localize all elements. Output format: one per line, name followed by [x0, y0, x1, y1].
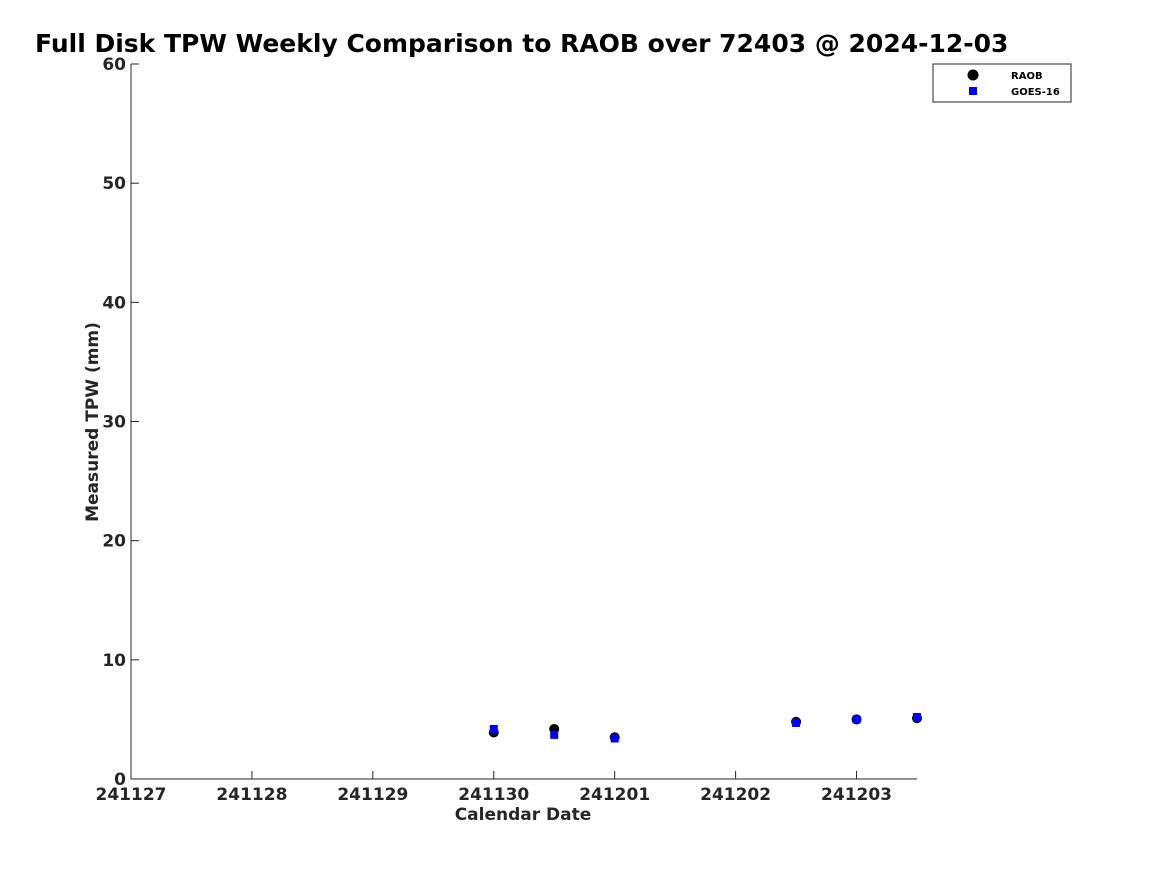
- y-ticks: 0 10 20 30 40 50 60: [102, 55, 139, 790]
- chart-title: Full Disk TPW Weekly Comparison to RAOB …: [35, 29, 1008, 58]
- legend-box: [932, 63, 1072, 103]
- y-tick-label: 10: [102, 651, 126, 671]
- x-tick-label: 241128: [216, 785, 287, 805]
- x-tick-label: 241201: [579, 785, 650, 805]
- y-tick-label: 30: [102, 413, 126, 433]
- x-ticks: 241127 241128 241129 241130 241201 241202 2412…: [96, 771, 892, 805]
- y-tick-label: 50: [102, 174, 126, 194]
- y-tick-label: 40: [102, 293, 126, 313]
- x-tick-label: 241129: [337, 785, 408, 805]
- point-goes16: [489, 724, 498, 733]
- y-tick-label: 20: [102, 532, 126, 552]
- legend-marker-raob: [967, 69, 979, 81]
- legend-marker-goes16: [969, 87, 977, 95]
- x-axis-label: Calendar Date: [455, 805, 592, 825]
- y-tick-label: 0: [114, 770, 126, 790]
- point-goes16: [610, 734, 619, 743]
- y-tick-label: 60: [102, 55, 126, 75]
- point-goes16: [550, 730, 559, 739]
- legend: RAOB GOES-16: [932, 63, 1072, 103]
- point-goes16: [852, 715, 861, 724]
- legend-label-raob: RAOB: [1011, 71, 1043, 82]
- x-tick-label: 241127: [96, 785, 167, 805]
- x-tick-label: 241202: [700, 785, 771, 805]
- x-tick-label: 241130: [458, 785, 529, 805]
- x-tick-label: 241203: [821, 785, 892, 805]
- y-axis-label: Measured TPW (mm): [83, 322, 103, 522]
- plot-axes: [130, 64, 917, 780]
- legend-label-goes16: GOES-16: [1011, 87, 1060, 98]
- point-goes16: [792, 718, 801, 727]
- point-goes16: [913, 713, 921, 722]
- data-points: [488, 713, 922, 743]
